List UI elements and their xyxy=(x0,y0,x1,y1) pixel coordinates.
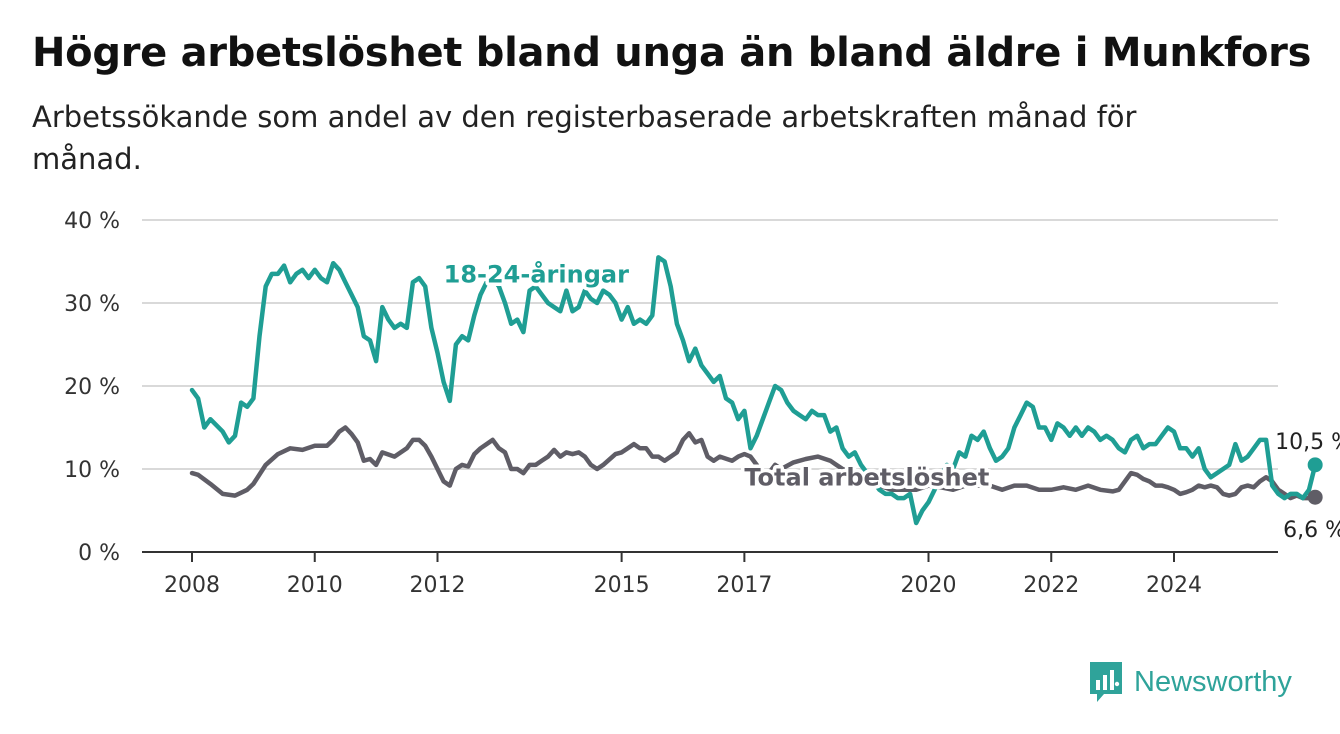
x-tick-label: 2015 xyxy=(594,573,650,598)
y-tick-label: 10 % xyxy=(64,458,120,483)
newsworthy-brand: Newsworthy xyxy=(1088,660,1292,704)
chart-subtitle: Arbetssökande som andel av den registerb… xyxy=(32,100,1137,176)
x-tick-label: 2024 xyxy=(1146,573,1202,598)
y-tick-label: 0 % xyxy=(78,541,120,566)
brand-name: Newsworthy xyxy=(1134,665,1292,698)
chart-title: Högre arbetslöshet bland unga än bland ä… xyxy=(32,30,1312,76)
x-tick-label: 2022 xyxy=(1023,573,1079,598)
series-line xyxy=(189,255,1318,526)
x-tick-label: 2008 xyxy=(164,573,220,598)
x-axis: 2008 2010 2012 2015 2017 2020 2022 2024 xyxy=(142,551,1278,598)
y-axis: 0 % 10 % 20 % 30 % 40 % xyxy=(64,209,120,566)
series-end-point xyxy=(1307,457,1323,473)
labels-layer: 10,5 % 18-24-åringar 6,6 % Total arbetslösh… xyxy=(440,256,1340,543)
x-tick-label: 2010 xyxy=(287,573,343,598)
y-tick-label: 20 % xyxy=(64,375,120,400)
series-label: Total arbetslöshet xyxy=(744,464,989,492)
series-end-label: 10,5 % xyxy=(1275,430,1340,455)
x-tick-label: 2020 xyxy=(901,573,957,598)
x-tick-label: 2017 xyxy=(716,573,772,598)
x-tick-label: 2012 xyxy=(410,573,466,598)
y-tick-label: 40 % xyxy=(64,209,120,234)
grid-lines xyxy=(142,219,1278,470)
series-line xyxy=(189,425,1318,501)
series-end-label: 6,6 % xyxy=(1283,518,1340,543)
series-layer xyxy=(189,255,1323,526)
series-end-point xyxy=(1307,489,1323,505)
series-label: 18-24-åringar xyxy=(444,259,629,288)
y-tick-label: 30 % xyxy=(64,292,120,317)
newsworthy-logo-icon xyxy=(1090,662,1122,702)
